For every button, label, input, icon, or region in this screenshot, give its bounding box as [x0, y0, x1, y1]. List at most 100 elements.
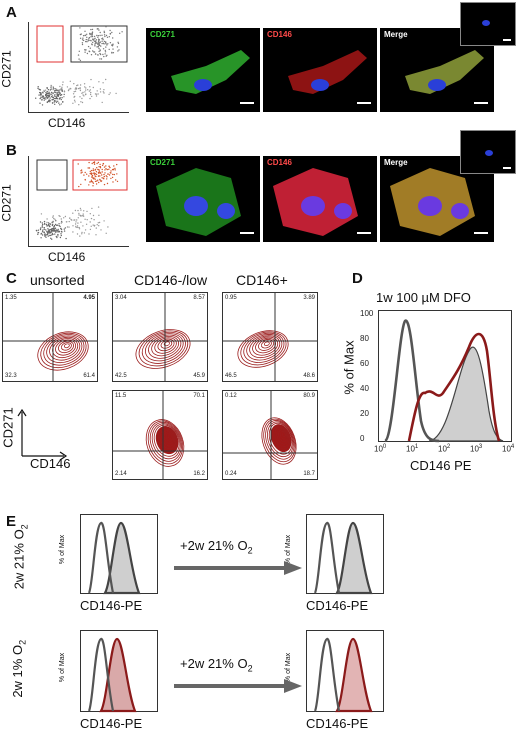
scatter-dot [73, 91, 75, 93]
quad-ll: 42.5 [115, 373, 127, 379]
scatter-dot [60, 94, 63, 96]
scatter-dot [83, 83, 86, 85]
scatter-dot [39, 93, 42, 96]
scatter-dot [63, 93, 65, 96]
scatter-dot [92, 182, 95, 184]
scatter-dot [92, 224, 94, 226]
scatter-dot [96, 180, 98, 182]
scatter-dot [112, 169, 114, 171]
scatter-dot [45, 229, 47, 231]
scatter-dot [54, 88, 56, 90]
scatter-dot [99, 58, 101, 60]
panel-c-arrow-ylabel: CD271 [0, 407, 16, 448]
tile-label: CD271 [150, 158, 175, 167]
scatter-dot [86, 219, 88, 221]
scatter-dot [50, 88, 52, 90]
contour-plot [113, 391, 207, 479]
scatter-dot [96, 167, 98, 169]
scatter-dot [60, 233, 62, 235]
scatter-dot [45, 98, 47, 100]
scatter-dot [93, 163, 96, 165]
contour-ring [60, 342, 72, 351]
scatter-dot [90, 169, 93, 172]
tile-label: Merge [384, 158, 408, 167]
quad-ul: 1.35 [5, 295, 17, 301]
scatter-dot [107, 173, 109, 175]
scatter-dot [84, 34, 87, 36]
scatter-dot [37, 229, 40, 231]
panel-b-scatter [35, 159, 128, 240]
panel-c-title-pos: CD146+ [236, 272, 288, 288]
scatter-dot [91, 44, 93, 46]
scatter-dot [92, 41, 94, 44]
contour-ring [281, 432, 286, 437]
scatter-dot [44, 94, 47, 97]
scatter-dot [61, 97, 63, 99]
scatter-dot [99, 34, 101, 37]
scatter-dot [113, 173, 116, 176]
scatter-dot [79, 235, 81, 237]
scatter-dot [58, 215, 60, 217]
scatter-dot [90, 217, 93, 220]
scatter-dot [84, 171, 86, 174]
y-tick-label: 100 [360, 309, 374, 318]
quad-lr: 48.6 [303, 373, 315, 379]
scatter-dot [91, 207, 93, 210]
scatter-dot [60, 234, 62, 237]
contour-ring [145, 419, 185, 467]
panel-c-plot-low-resort: 11.5 70.1 2.14 16.2 [112, 390, 208, 480]
scatter-dot [87, 167, 89, 169]
scatter-dot [84, 30, 86, 32]
scatter-dot [78, 212, 80, 215]
scatter-dot [49, 99, 51, 102]
scatter-dot [80, 172, 82, 174]
scatter-dot [65, 221, 68, 223]
panel-e-hist-r1-before [80, 514, 158, 595]
scatter-dot [60, 98, 62, 101]
scatter-dot [108, 165, 110, 167]
sample-histogram [335, 637, 373, 713]
scatter-dot [83, 95, 85, 97]
scatter-dot [39, 227, 42, 229]
scatter-dot [112, 48, 114, 50]
scatter-dot [80, 101, 82, 103]
sample-histogram [99, 637, 137, 713]
contour-ring [135, 329, 191, 369]
scatter-dot [93, 173, 96, 175]
scatter-dot [85, 223, 88, 225]
scatter-dot [110, 177, 112, 180]
scatter-dot [81, 231, 83, 234]
contour-ring [151, 423, 181, 460]
scatter-dot [55, 91, 57, 94]
scatter-dot [46, 221, 48, 224]
scatter-dot [38, 88, 40, 91]
scatter-dot [89, 170, 91, 173]
scatter-dot [63, 217, 65, 219]
scatter-dot [84, 229, 87, 231]
scatter-dot [82, 225, 84, 227]
scatter-dot [44, 235, 46, 237]
scatter-dot [100, 172, 102, 174]
scatter-dot [102, 42, 105, 44]
scatter-dot [90, 179, 93, 181]
scatter-dot [101, 174, 103, 176]
scatter-dot [49, 231, 51, 234]
panel-d-xlabel: CD146 PE [410, 458, 472, 473]
contour-ring [163, 341, 170, 347]
scatter-dot [95, 183, 98, 185]
scatter-dot [59, 97, 62, 99]
scatter-dot [74, 101, 76, 103]
scatter-dot [85, 89, 87, 91]
scatter-dot [49, 229, 52, 231]
y-tick-label: 20 [360, 409, 369, 418]
scatter-dot [88, 90, 91, 92]
scatter-dot [103, 89, 105, 91]
scatter-dot [94, 45, 96, 47]
panel-e-row1-label: 2w 21% O2 [12, 524, 30, 589]
scatter-dot [106, 176, 108, 178]
scatter-dot [81, 215, 83, 217]
scatter-dot [101, 101, 103, 104]
scatter-dot [56, 236, 58, 239]
scatter-dot [85, 93, 87, 95]
scatter-dot [54, 233, 56, 235]
